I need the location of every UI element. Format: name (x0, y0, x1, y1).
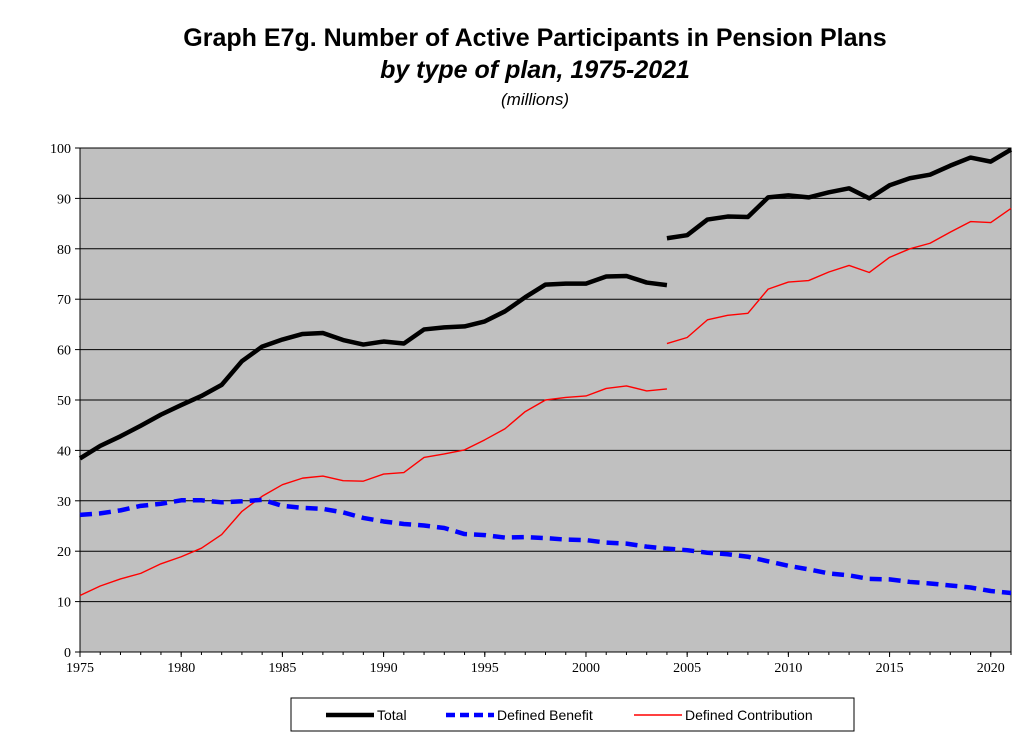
chart-subtitle: by type of plan, 1975-2021 (380, 56, 690, 84)
y-tick-label: 10 (57, 596, 71, 611)
y-tick-label: 80 (57, 243, 71, 258)
series-line-total (78, 273, 668, 461)
x-tick-label: 1980 (167, 661, 195, 676)
x-tick-label: 2005 (673, 661, 701, 676)
legend-label-total: Total (377, 707, 407, 723)
x-tick-label: 2020 (977, 661, 1005, 676)
x-tick-label: 2000 (572, 661, 600, 676)
x-tick-label: 1975 (66, 661, 94, 676)
chart-title: Graph E7g. Number of Active Participants… (183, 24, 887, 52)
x-tick-label: 1990 (370, 661, 398, 676)
series-defined-benefit (79, 497, 1012, 596)
y-tick-label: 0 (64, 646, 71, 661)
y-tick-label: 20 (57, 545, 71, 560)
legend-box (290, 697, 855, 732)
series-defined-contribution (79, 207, 1012, 597)
legend-label-defined-benefit: Defined Benefit (497, 707, 593, 723)
legend-label-defined-contribution: Defined Contribution (685, 707, 813, 723)
y-tick-label: 90 (57, 192, 71, 207)
series-line-defined-benefit (79, 497, 1012, 596)
y-tick-label: 70 (57, 293, 71, 308)
y-tick-label: 50 (57, 394, 71, 409)
series-line-total (666, 147, 1013, 241)
x-tick-label: 1995 (471, 661, 499, 676)
x-tick-label: 1985 (268, 661, 296, 676)
y-tick-label: 100 (50, 142, 71, 157)
y-tick-label: 60 (57, 344, 71, 359)
y-tick-label: 40 (57, 444, 71, 459)
x-tick-label: 2010 (774, 661, 802, 676)
y-tick-label: 30 (57, 495, 71, 510)
series-total (78, 147, 1013, 461)
series-layer (78, 147, 1013, 597)
chart-units: (millions) (501, 90, 569, 109)
series-line-defined-contribution (79, 385, 667, 597)
title-block: Graph E7g. Number of Active Participants… (0, 22, 1035, 112)
axes: 0 10 20 30 40 50 60 70 80 90 100 1975 1980 1985 1990 19… (50, 142, 1012, 676)
legend: Total Defined Benefit Defined Contribution (290, 697, 855, 732)
x-tick-label: 2015 (876, 661, 904, 676)
series-line-defined-contribution (666, 207, 1012, 345)
